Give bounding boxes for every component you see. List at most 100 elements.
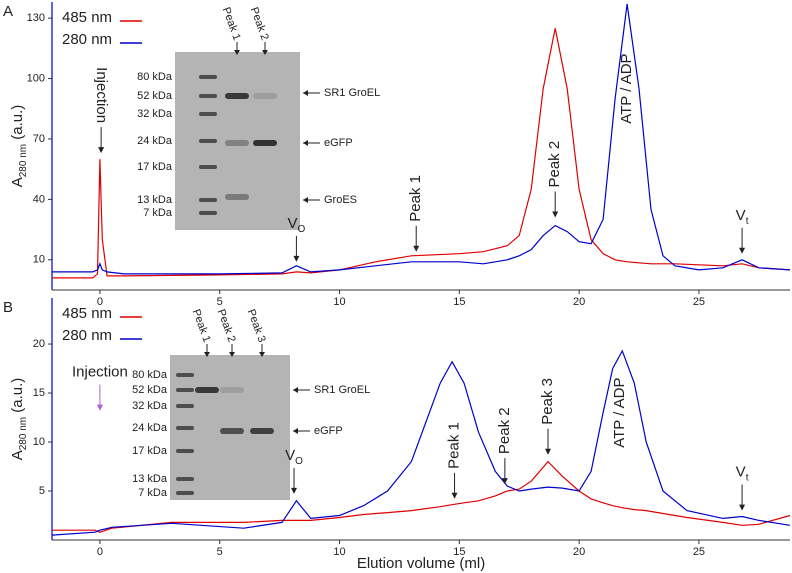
annotation: VO <box>288 215 306 235</box>
y-tick-label: 20 <box>33 338 45 350</box>
series-line <box>52 28 791 279</box>
series-line <box>52 3 791 275</box>
gel-band <box>220 428 244 434</box>
annotation-arrow-head <box>293 255 300 262</box>
marker-label: 32 kDa <box>132 400 168 412</box>
panel-label: B <box>3 299 13 316</box>
annotation: Vt <box>736 207 749 227</box>
annotation-text: V <box>285 447 295 464</box>
marker-label: 24 kDa <box>132 422 168 434</box>
annotation-arrow-head <box>291 487 298 494</box>
annotation-arrow-head <box>96 404 103 411</box>
marker-label: 7 kDa <box>143 207 173 219</box>
annotation: Peak 2 <box>546 141 563 188</box>
series-line <box>52 460 791 533</box>
x-tick-label: 25 <box>693 546 705 558</box>
gel-band <box>225 140 249 146</box>
x-tick-label: 10 <box>333 546 345 558</box>
x-tick-label: 20 <box>573 546 585 558</box>
annotation-text: Injection <box>93 67 110 123</box>
annotation-arrow-head <box>739 504 746 511</box>
annotation: Peak 1 <box>407 175 424 222</box>
ladder-band <box>176 426 194 430</box>
x-tick-label: 15 <box>453 296 465 308</box>
annotation-text: V <box>736 207 746 224</box>
y-tick-label: 40 <box>33 193 45 205</box>
annotation-text: Peak 1 <box>407 175 424 222</box>
annotation-text: Injection <box>72 364 128 381</box>
annotation-arrow-head <box>451 492 458 499</box>
y-label-sub: 280 nm <box>18 144 29 177</box>
annotation-sub: t <box>746 216 749 227</box>
gel-band <box>253 140 277 146</box>
y-tick-label: 10 <box>33 254 45 266</box>
annotation-sub: O <box>298 224 306 235</box>
band-label: GroES <box>324 194 357 206</box>
marker-label: 52 kDa <box>132 384 168 396</box>
annotation: ATP / ADP <box>611 377 628 447</box>
x-tick-label: 20 <box>573 296 585 308</box>
marker-label: 52 kDa <box>137 90 173 102</box>
marker-label: 80 kDa <box>137 71 173 83</box>
y-tick-label: 130 <box>27 12 45 24</box>
annotation-text: Peak 2 <box>546 141 563 188</box>
lane-label: Peak 3 <box>245 308 268 344</box>
annotation-arrow-head <box>544 448 551 455</box>
x-tick-label: 25 <box>693 296 705 308</box>
annotation: Injection <box>72 364 128 381</box>
annotation: VO <box>285 447 303 467</box>
annotation-text: V <box>288 215 298 232</box>
band-arrow-head <box>293 387 298 393</box>
legend-label: 280 nm <box>62 31 112 48</box>
series-line <box>51 349 791 536</box>
annotation-text: ATP / ADP <box>618 53 635 123</box>
ladder-band <box>176 404 194 408</box>
legend-label: 280 nm <box>62 327 112 344</box>
marker-label: 24 kDa <box>137 135 173 147</box>
marker-label: 7 kDa <box>138 487 168 499</box>
lane-arrow-head <box>229 352 235 357</box>
gel-band <box>225 93 249 99</box>
band-arrow-head <box>303 197 308 203</box>
ladder-band <box>176 388 194 392</box>
legend-label: 485 nm <box>62 9 112 26</box>
x-axis-label: Elution volume (ml) <box>357 555 485 572</box>
annotation: Peak 3 <box>539 378 556 425</box>
y-tick-label: 100 <box>27 72 45 84</box>
band-label: SR1 GroEL <box>324 87 380 99</box>
ladder-band <box>199 75 217 79</box>
annotation-sub: t <box>746 473 749 484</box>
annotation-text: Peak 3 <box>539 378 556 425</box>
marker-label: 13 kDa <box>132 473 168 485</box>
annotation-arrow-head <box>413 245 420 252</box>
y-label-rest: (a.u.) <box>9 105 26 144</box>
y-label-sub: 280 nm <box>18 417 29 450</box>
annotation-text: ATP / ADP <box>611 377 628 447</box>
annotation: Peak 2 <box>496 407 513 454</box>
marker-label: 13 kDa <box>137 194 173 206</box>
x-tick-label: 10 <box>333 296 345 308</box>
x-tick-label: 0 <box>97 296 103 308</box>
marker-label: 17 kDa <box>137 161 173 173</box>
marker-label: 80 kDa <box>132 369 168 381</box>
x-tick-label: 0 <box>97 546 103 558</box>
marker-label: 17 kDa <box>132 445 168 457</box>
lane-label: Peak 2 <box>215 308 238 344</box>
lane-arrow-head <box>234 50 240 55</box>
y-label-main: A <box>9 177 26 187</box>
lane-arrow-head <box>262 50 268 55</box>
band-label: eGFP <box>314 425 343 437</box>
ladder-band <box>199 198 217 202</box>
y-tick-label: 10 <box>33 436 45 448</box>
gel-band <box>253 93 277 99</box>
band-arrow-head <box>303 140 308 146</box>
annotation-arrow-head <box>501 478 508 485</box>
y-tick-label: 15 <box>33 387 45 399</box>
ladder-band <box>176 373 194 377</box>
y-axis-label: A280 nm (a.u.) <box>9 378 29 461</box>
ladder-band <box>199 211 217 215</box>
y-label-rest: (a.u.) <box>9 378 26 417</box>
gel-band <box>195 387 219 393</box>
lane-label: Peak 1 <box>220 6 243 42</box>
lane-arrow-head <box>259 352 265 357</box>
